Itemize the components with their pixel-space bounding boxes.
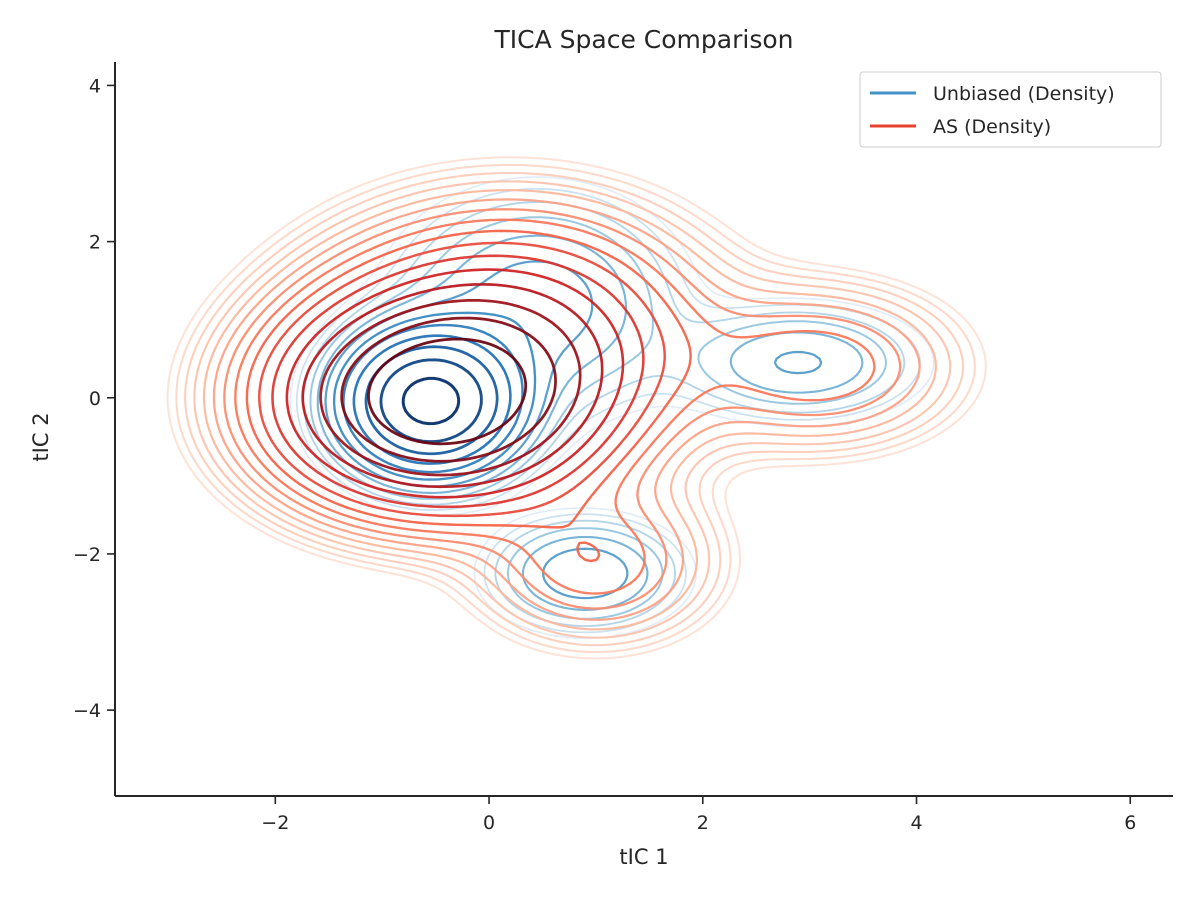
contour-line xyxy=(401,376,461,426)
contour-line xyxy=(309,216,887,620)
contour-line xyxy=(245,229,692,563)
legend: Unbiased (Density) AS (Density) xyxy=(859,71,1162,148)
contour-line xyxy=(202,189,938,631)
x-tick-label: 0 xyxy=(483,812,495,834)
contour-line xyxy=(212,198,921,621)
contour-line xyxy=(285,268,625,499)
contour-series xyxy=(166,156,987,660)
contour-line xyxy=(352,334,512,465)
x-tick-label: −2 xyxy=(261,812,289,834)
contour-series xyxy=(289,176,935,640)
contour-line xyxy=(271,254,645,509)
y-tick-label: 4 xyxy=(89,75,101,97)
contour-line xyxy=(234,218,876,595)
legend-box xyxy=(859,71,1162,148)
x-tick-label: 6 xyxy=(1124,812,1136,834)
y-axis-label: tIC 2 xyxy=(29,412,53,461)
contour-layer xyxy=(166,156,987,660)
contour-line xyxy=(184,171,965,647)
axes: −2 0 2 4 6 −4 −2 0 2 4 xyxy=(73,62,1173,834)
contour-line xyxy=(258,241,666,518)
x-axis-label: tIC 1 xyxy=(619,845,668,869)
legend-label-as: AS (Density) xyxy=(933,116,1051,138)
contour-line xyxy=(223,208,902,610)
contour-line xyxy=(319,298,582,477)
chart-title: TICA Space Comparison xyxy=(494,25,794,54)
contour-line xyxy=(166,156,987,660)
contour-line xyxy=(367,337,528,446)
contour-line xyxy=(340,316,557,463)
contour-line xyxy=(193,180,952,639)
y-tick-label: −4 xyxy=(73,700,101,722)
x-tick-label: 2 xyxy=(697,812,709,834)
y-tick-label: 0 xyxy=(89,388,101,410)
y-tick-label: −2 xyxy=(73,544,101,566)
legend-label-unbiased: Unbiased (Density) xyxy=(933,83,1115,105)
contour-line xyxy=(301,283,604,489)
x-tick-label: 4 xyxy=(910,812,922,834)
contour-line xyxy=(175,163,976,654)
y-tick-label: 2 xyxy=(89,232,101,254)
